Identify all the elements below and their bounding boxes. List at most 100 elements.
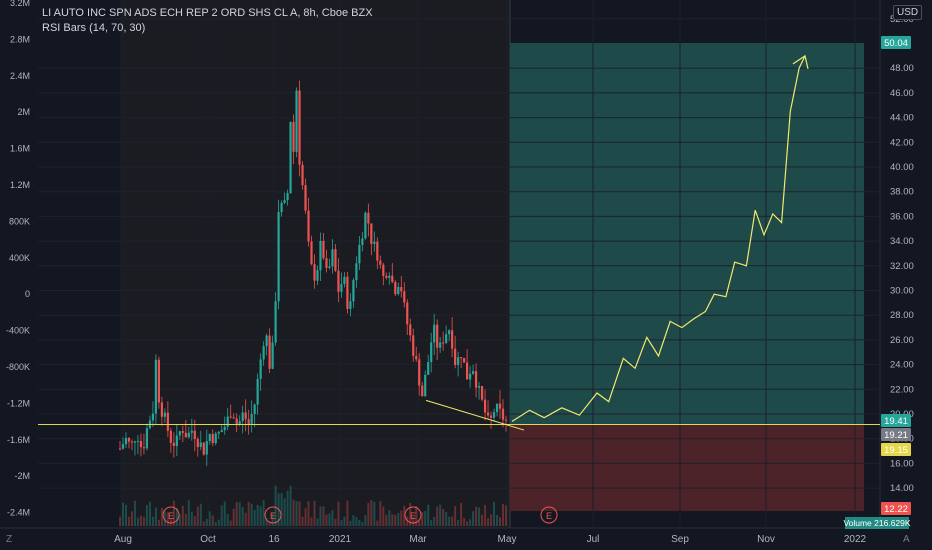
right-axis-tick: 44.00 [890, 113, 914, 124]
volume-bar [457, 519, 460, 526]
right-axis-tick: 40.00 [890, 162, 914, 173]
volume-bar [223, 501, 226, 526]
candle-body [319, 240, 322, 271]
symbol-title[interactable]: LI AUTO INC SPN ADS ECH REP 2 ORD SHS CL… [42, 7, 373, 19]
candle-body [241, 412, 244, 422]
volume-bar [478, 507, 481, 526]
zoom-icon[interactable]: Z [6, 534, 13, 545]
time-axis-tick: 2021 [329, 534, 352, 545]
candle-body [235, 418, 238, 425]
candle-body [328, 266, 331, 268]
volume-bar [316, 518, 319, 526]
candle-body [157, 359, 160, 403]
volume-bar [295, 501, 298, 526]
volume-bar [397, 512, 400, 526]
candle-body [436, 324, 439, 348]
candle-body [406, 302, 409, 325]
volume-bar [121, 502, 124, 526]
candle-body [232, 417, 235, 419]
candle-body [220, 430, 223, 433]
candle-body [400, 287, 403, 292]
volume-bar [139, 515, 142, 526]
candle-body [415, 356, 418, 360]
forecast-path-drawing[interactable] [511, 55, 806, 422]
candle-body [367, 212, 370, 224]
volume-bar [283, 498, 286, 526]
currency-badge[interactable]: USD [893, 5, 923, 20]
price-tag-label: 12.22 [884, 504, 908, 515]
volume-bar [487, 518, 490, 526]
volume-bar [271, 513, 274, 526]
candle-body [184, 432, 187, 438]
volume-bar [175, 507, 178, 526]
volume-bar [307, 501, 310, 526]
candle-body [370, 223, 373, 244]
candle-body [133, 441, 137, 443]
candle-body [295, 90, 298, 152]
volume-bar [382, 506, 385, 526]
volume-bar [247, 501, 250, 526]
right-axis-tick: 46.00 [890, 88, 914, 99]
volume-bar [358, 519, 361, 526]
volume-bar [379, 501, 382, 526]
candle-body [262, 346, 265, 360]
right-axis-tick: 26.00 [890, 335, 914, 346]
candle-body [373, 241, 376, 244]
auto-scale-icon[interactable]: A [903, 534, 910, 545]
volume-bar [472, 511, 475, 526]
volume-bar [202, 521, 205, 526]
volume-bar [193, 516, 196, 526]
candle-body [286, 193, 289, 201]
volume-bar [145, 504, 148, 526]
candle-body [253, 404, 256, 414]
volume-bar [217, 519, 220, 526]
left-axis-tick: 3.2M [10, 0, 30, 8]
candle-body [124, 437, 128, 445]
candle-body [193, 430, 196, 439]
candle-body [181, 431, 184, 433]
right-axis-tick: 24.00 [890, 360, 914, 371]
candle-body [298, 90, 301, 165]
candle-body [160, 402, 163, 417]
volume-bar [421, 512, 424, 526]
earnings-marker [404, 506, 422, 524]
time-axis-tick: Oct [200, 534, 216, 545]
right-axis-tick: 16.00 [890, 458, 914, 469]
candle-body [214, 433, 217, 444]
time-axis[interactable]: Aug Oct 16 2021 Mar May Jul Sep Nov 2022 [114, 534, 866, 545]
candle-body [355, 263, 358, 281]
volume-bar [226, 514, 229, 526]
indicator-label[interactable]: RSI Bars (14, 70, 30) [42, 22, 146, 34]
candle-body [460, 357, 463, 359]
candle-body [211, 434, 214, 444]
trend-line-drawing[interactable] [425, 399, 525, 431]
candle-body [385, 275, 388, 278]
left-axis-tick: -1.6M [7, 435, 30, 445]
candle-body [172, 442, 175, 446]
volume-bar [346, 500, 349, 526]
candle-body [151, 413, 155, 421]
volume-bar [292, 499, 295, 526]
volume-bar [334, 518, 337, 526]
candle-body [418, 359, 421, 386]
left-axis-tick: -2.4M [7, 508, 30, 518]
volume-bar [373, 501, 376, 526]
candle-body [310, 241, 313, 265]
left-axis-tick: -1.2M [7, 398, 30, 408]
volume-bar [130, 511, 133, 526]
volume-bar [469, 519, 472, 526]
candle-body [187, 432, 190, 438]
earnings-marker-label: E [546, 511, 552, 521]
candle-body [424, 374, 427, 397]
candle-body [136, 441, 140, 443]
candle-body [139, 441, 143, 448]
volume-tag-label: Volume 216.629K [843, 518, 910, 528]
candle-body [454, 348, 457, 365]
right-axis[interactable]: 14.0016.0018.0020.0022.0024.0026.0028.00… [890, 14, 914, 494]
right-axis-tick: 48.00 [890, 63, 914, 74]
time-axis-tick: Sep [671, 534, 689, 545]
volume-bar [430, 520, 433, 526]
candle-body [474, 371, 478, 388]
left-axis-tick: 2M [17, 107, 30, 117]
